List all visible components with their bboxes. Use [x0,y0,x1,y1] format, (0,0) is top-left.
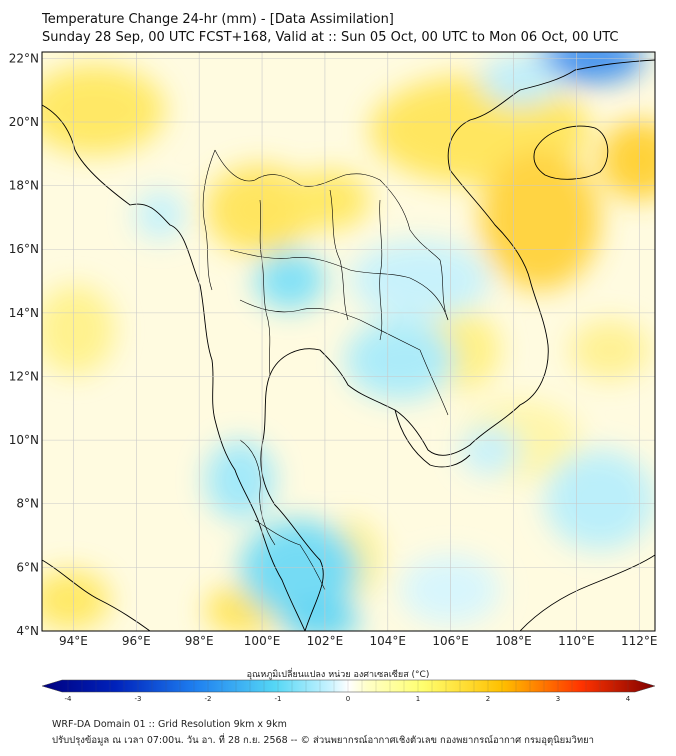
map-title: Temperature Change 24-hr (mm) - [Data As… [42,12,394,27]
latitude-label: 8°N [16,497,39,511]
colorbar-tick-label: 4 [626,695,631,703]
longitude-label: 104°E [370,634,407,648]
longitude-labels: 94°E 96°E 98°E 100°E 102°E 104°E 106°E 108°E 110… [59,634,658,648]
latitude-label: 12°N [9,369,39,383]
longitude-label: 98°E [185,634,214,648]
latitude-label: 20°N [9,115,39,129]
colorbar-tick-label: 2 [486,695,490,703]
longitude-label: 106°E [432,634,469,648]
colorbar-tick-label: -4 [65,695,73,703]
map-subtitle: Sunday 28 Sep, 00 UTC FCST+168, Valid at… [42,30,619,45]
latitude-label: 22°N [9,51,39,65]
latitude-labels: 22°N 20°N 18°N 16°N 14°N 12°N 10°N 8°N 6°N 4°N [9,51,39,638]
latitude-label: 6°N [16,560,39,574]
colorbar-title: อุณหภูมิเปลี่ยนแปลง หน่วย องศาเซลเซียส (… [246,670,430,680]
longitude-label: 112°E [621,634,658,648]
colorbar-tick-label: -1 [275,695,282,703]
latitude-label: 16°N [9,242,39,256]
latitude-label: 10°N [9,433,39,447]
latitude-label: 14°N [9,306,39,320]
latitude-label: 18°N [9,179,39,193]
longitude-label: 108°E [495,634,532,648]
colorbar-tick-label: -2 [205,695,212,703]
longitude-label: 96°E [122,634,151,648]
colorbar-tick-label: -3 [135,695,142,703]
colorbar: -4 -3 -2 -1 0 1 2 3 4 [41,679,656,703]
longitude-label: 100°E [244,634,281,648]
longitude-label: 94°E [59,634,88,648]
footer-model-info: WRF-DA Domain 01 :: Grid Resolution 9km … [52,719,287,730]
colorbar-tick-label: 3 [556,695,560,703]
map-frame [41,51,656,632]
latitude-label: 4°N [16,624,39,638]
colorbar-bar [41,679,656,693]
colorbar-tick-label: 1 [416,695,420,703]
colorbar-tick-label: 0 [346,695,350,703]
footer-credits: ปรับปรุงข้อมูล ณ เวลา 07:00น. วัน อา. ที… [52,735,594,746]
longitude-label: 110°E [558,634,595,648]
longitude-label: 102°E [307,634,344,648]
temperature-field [42,52,655,631]
admin-borders [202,149,449,591]
